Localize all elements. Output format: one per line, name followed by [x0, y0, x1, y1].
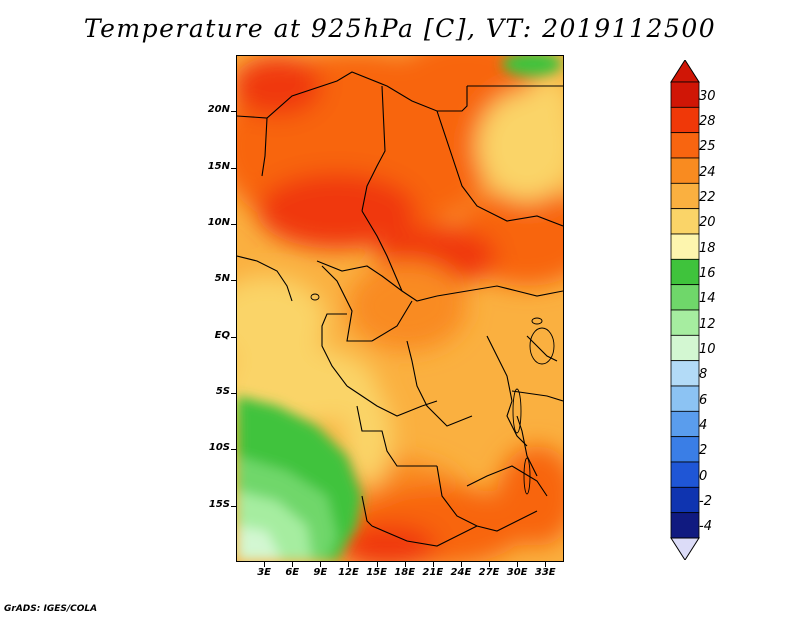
lat-tick — [231, 393, 236, 394]
lat-tick — [231, 505, 236, 507]
colorbar-segment — [670, 258, 700, 286]
lon-tick — [460, 562, 462, 567]
lon-label: 33E — [534, 567, 556, 578]
grads-credit: GrADS: IGES/COLA — [4, 604, 98, 614]
lat-label: 5N — [214, 273, 230, 285]
lat-tick — [231, 449, 236, 451]
colorbar-label: 16 — [699, 266, 716, 281]
colorbar-label: 25 — [699, 139, 716, 155]
colorbar-segment — [670, 132, 700, 159]
lon-label: 30E — [506, 567, 528, 578]
lon-tick — [489, 562, 491, 567]
lon-label: 3E — [257, 567, 271, 578]
colorbar-label: 10 — [699, 342, 716, 357]
colorbar-label: 2 — [699, 443, 708, 459]
lat-label: 5S — [215, 386, 230, 397]
lon-label: 27E — [478, 567, 500, 578]
lat-tick — [231, 336, 236, 338]
colorbar-label: 18 — [699, 240, 716, 256]
lat-label: 10N — [207, 217, 230, 228]
colorbar-segment — [670, 410, 700, 438]
colorbar-segment — [670, 360, 700, 387]
colorbar-label: 0 — [699, 468, 708, 484]
lon-label: 6E — [285, 567, 300, 578]
lon-label: 24E — [450, 567, 472, 578]
colorbar-bottom-arrow — [670, 537, 700, 561]
colorbar-segment — [670, 81, 700, 108]
colorbar-label: 12 — [699, 316, 716, 332]
colorbar-label: 30 — [699, 88, 716, 104]
lat-label: 20N — [207, 104, 230, 116]
colorbar-label: 20 — [699, 215, 716, 231]
colorbar-segment — [670, 334, 700, 362]
colorbar-segment — [670, 486, 700, 514]
lat-label: 15S — [208, 498, 230, 510]
colorbar-label: 14 — [699, 291, 716, 307]
lat-label: 10S — [208, 442, 230, 454]
colorbar-segment — [670, 233, 700, 260]
colorbar-segment — [670, 309, 700, 336]
lat-tick — [231, 111, 236, 113]
lon-tick — [545, 562, 547, 567]
colorbar-top-arrow — [670, 59, 700, 83]
lat-label: EQ — [214, 329, 230, 341]
temperature-map — [236, 55, 564, 562]
lon-tick — [320, 562, 322, 567]
lon-label: 21E — [422, 567, 444, 578]
colorbar-label: 4 — [699, 418, 708, 433]
lon-label: 18E — [394, 567, 416, 578]
lat-tick — [231, 167, 236, 169]
lat-tick — [231, 280, 236, 282]
lon-tick — [292, 562, 294, 567]
colorbar-label: 22 — [699, 190, 716, 205]
colorbar-segment — [670, 157, 700, 184]
lat-tick — [231, 224, 236, 225]
colorbar-segment — [670, 512, 700, 539]
colorbar-segment — [670, 461, 700, 488]
colorbar-label: 24 — [699, 164, 716, 180]
lat-label: 15N — [207, 160, 230, 172]
colorbar-label: -4 — [699, 519, 712, 535]
colorbar-label: 6 — [699, 392, 708, 408]
colorbar-graphic — [670, 59, 700, 561]
lon-tick — [264, 562, 266, 567]
map-canvas — [237, 56, 563, 561]
lon-tick — [376, 562, 378, 567]
colorbar-segment — [670, 284, 700, 311]
colorbar-label: -2 — [699, 494, 712, 509]
colorbar-segment — [670, 208, 700, 235]
colorbar-segment — [670, 436, 700, 463]
colorbar-segment — [670, 182, 700, 210]
lon-tick — [517, 562, 519, 567]
colorbar-label: 8 — [699, 367, 708, 383]
colorbar — [670, 59, 700, 561]
colorbar-label: 28 — [699, 114, 716, 129]
lon-tick — [348, 562, 350, 567]
lon-tick — [404, 562, 406, 567]
lon-label: 15E — [366, 567, 387, 578]
lon-label: 9E — [313, 567, 328, 578]
lon-label: 12E — [338, 567, 359, 578]
chart-title: Temperature at 925hPa [C], VT: 201911250… — [83, 14, 717, 43]
colorbar-segment — [670, 106, 700, 134]
colorbar-segment — [670, 385, 700, 412]
lon-tick — [432, 562, 434, 567]
